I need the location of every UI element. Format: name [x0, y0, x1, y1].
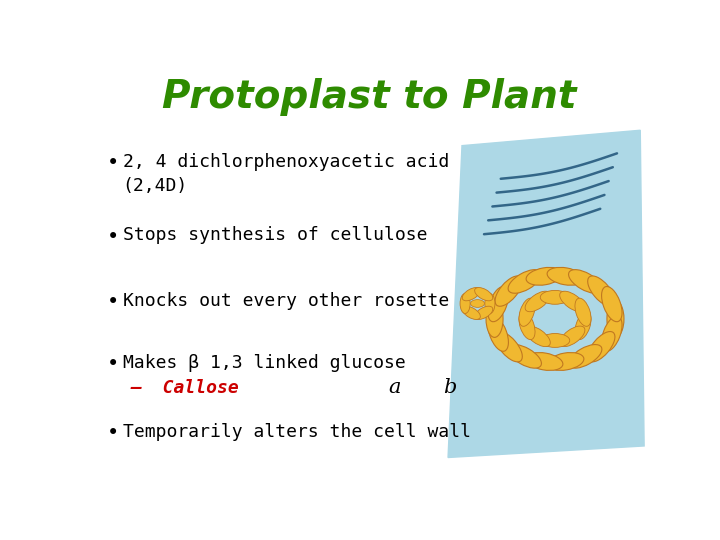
- Ellipse shape: [508, 345, 541, 368]
- Text: •: •: [107, 292, 120, 312]
- Ellipse shape: [495, 332, 522, 362]
- Ellipse shape: [526, 353, 563, 370]
- Text: a: a: [388, 377, 400, 396]
- Ellipse shape: [460, 294, 470, 314]
- Ellipse shape: [575, 312, 591, 340]
- Text: •: •: [107, 153, 120, 173]
- Text: Stops synthesis of cellulose: Stops synthesis of cellulose: [122, 226, 427, 245]
- Ellipse shape: [474, 306, 492, 320]
- Ellipse shape: [588, 276, 615, 306]
- Ellipse shape: [607, 300, 624, 338]
- Ellipse shape: [488, 287, 508, 322]
- Ellipse shape: [495, 276, 522, 306]
- Ellipse shape: [569, 345, 602, 368]
- Ellipse shape: [525, 291, 550, 312]
- Ellipse shape: [486, 300, 503, 338]
- Ellipse shape: [575, 298, 591, 326]
- Text: b: b: [444, 377, 456, 396]
- Ellipse shape: [588, 332, 615, 362]
- Ellipse shape: [540, 291, 570, 304]
- Ellipse shape: [462, 287, 480, 301]
- Ellipse shape: [569, 269, 602, 293]
- Text: Temporarily alters the cell wall: Temporarily alters the cell wall: [122, 423, 471, 441]
- Ellipse shape: [559, 326, 585, 347]
- Ellipse shape: [462, 306, 480, 320]
- Ellipse shape: [471, 300, 485, 307]
- Text: Makes β 1,3 linked glucose: Makes β 1,3 linked glucose: [122, 354, 405, 372]
- Ellipse shape: [547, 353, 584, 370]
- Text: •: •: [107, 354, 120, 374]
- Ellipse shape: [602, 287, 622, 322]
- Ellipse shape: [488, 316, 508, 352]
- Ellipse shape: [547, 267, 584, 285]
- Ellipse shape: [526, 267, 563, 285]
- Text: Protoplast to Plant: Protoplast to Plant: [162, 78, 576, 116]
- Text: •: •: [107, 423, 120, 443]
- Text: Knocks out every other rosette: Knocks out every other rosette: [122, 292, 449, 310]
- Ellipse shape: [485, 294, 495, 314]
- Ellipse shape: [602, 316, 622, 352]
- Text: •: •: [107, 226, 120, 246]
- Ellipse shape: [559, 291, 585, 312]
- Ellipse shape: [519, 312, 535, 340]
- Text: 2, 4 dichlorphenoxyacetic acid
(2,4D): 2, 4 dichlorphenoxyacetic acid (2,4D): [122, 153, 449, 195]
- Ellipse shape: [508, 269, 541, 293]
- Ellipse shape: [519, 298, 535, 326]
- Ellipse shape: [525, 326, 550, 347]
- Text: –  Callose: – Callose: [130, 379, 239, 397]
- Ellipse shape: [474, 287, 492, 301]
- Ellipse shape: [540, 334, 570, 347]
- Polygon shape: [448, 130, 644, 457]
